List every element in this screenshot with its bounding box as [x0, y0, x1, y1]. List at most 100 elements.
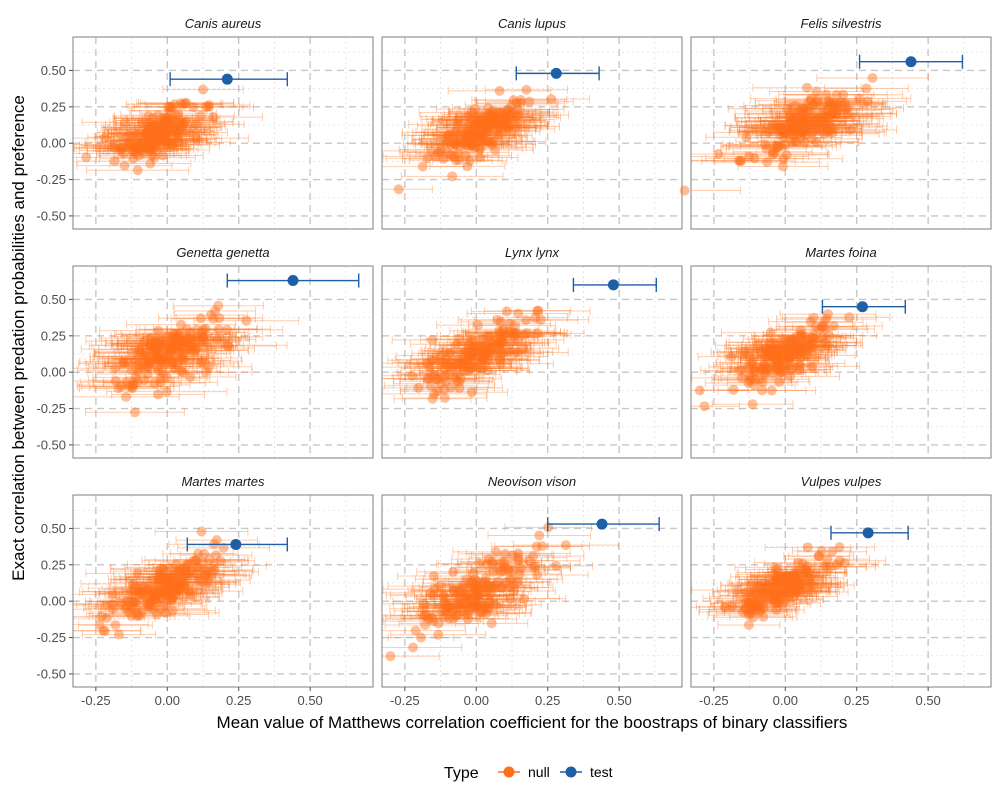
null-point — [458, 365, 469, 376]
null-point — [146, 125, 157, 136]
null-point — [477, 354, 488, 365]
null-point — [853, 93, 864, 104]
null-point — [469, 125, 480, 136]
null-point — [187, 345, 198, 356]
null-point — [766, 346, 777, 357]
null-point — [760, 364, 771, 375]
null-point — [521, 328, 532, 339]
null-point — [793, 341, 804, 352]
null-point — [143, 111, 154, 122]
null-point — [135, 348, 146, 359]
null-point — [129, 407, 140, 418]
null-point — [796, 123, 807, 134]
null-point — [155, 338, 166, 349]
null-point — [427, 355, 438, 366]
null-point — [138, 352, 149, 363]
null-point — [805, 340, 816, 351]
null-point — [789, 112, 800, 123]
null-point — [491, 340, 502, 351]
null-point — [159, 353, 170, 364]
null-point — [511, 347, 522, 358]
null-point — [787, 137, 798, 148]
null-point — [167, 356, 178, 367]
null-point — [472, 119, 483, 130]
null-point — [443, 130, 454, 141]
null-point — [810, 321, 821, 332]
null-point — [713, 149, 724, 160]
null-point — [794, 126, 805, 137]
null-point — [188, 102, 199, 113]
null-point — [132, 143, 143, 154]
null-point — [463, 120, 474, 131]
null-point — [185, 371, 196, 382]
null-point — [393, 184, 404, 195]
null-point — [795, 325, 806, 336]
null-point — [802, 120, 813, 131]
null-point — [809, 333, 820, 344]
null-point — [118, 358, 129, 369]
panel-title: Lynx lynx — [505, 245, 559, 260]
null-point — [176, 353, 187, 364]
null-point — [770, 354, 781, 365]
null-point — [148, 135, 159, 146]
null-point — [438, 357, 449, 368]
null-point — [141, 128, 152, 139]
null-point — [799, 123, 810, 134]
null-point — [155, 354, 166, 365]
null-point — [196, 526, 207, 537]
null-point — [187, 340, 198, 351]
null-point — [171, 341, 182, 352]
null-point — [195, 313, 206, 324]
null-point — [464, 132, 475, 143]
null-point — [130, 146, 141, 157]
null-point — [133, 346, 144, 357]
null-point — [744, 370, 755, 381]
null-point — [762, 352, 773, 363]
null-point — [463, 124, 474, 135]
null-point — [148, 144, 159, 155]
null-point — [121, 132, 132, 143]
null-point — [161, 590, 172, 601]
null-point — [510, 327, 521, 338]
panel-title: Felis silvestris — [801, 16, 882, 31]
null-point — [789, 126, 800, 137]
null-point — [442, 130, 453, 141]
null-point — [241, 315, 252, 326]
null-point — [483, 103, 494, 114]
panel-genetta-genetta: Genetta genetta — [72, 245, 374, 459]
null-point — [518, 343, 529, 354]
null-point — [463, 352, 474, 363]
null-point — [796, 342, 807, 353]
null-point — [797, 119, 808, 130]
null-point — [504, 327, 515, 338]
null-point — [155, 377, 166, 388]
null-point — [483, 136, 494, 147]
null-point — [139, 139, 150, 150]
null-point — [142, 130, 153, 141]
null-point — [776, 344, 787, 355]
null-point — [170, 333, 181, 344]
null-point — [426, 145, 437, 156]
null-point — [166, 354, 177, 365]
null-point — [144, 144, 155, 155]
null-point — [99, 133, 110, 144]
null-point — [147, 150, 158, 161]
null-point — [117, 356, 128, 367]
null-point — [808, 312, 819, 323]
null-point — [794, 346, 805, 357]
null-point — [472, 363, 483, 374]
null-point — [788, 130, 799, 141]
null-point — [771, 121, 782, 132]
null-point — [769, 351, 780, 362]
null-point — [492, 112, 503, 123]
null-point — [471, 129, 482, 140]
null-point — [146, 128, 157, 139]
null-point — [142, 134, 153, 145]
null-point — [142, 361, 153, 372]
null-point — [824, 97, 835, 108]
null-point — [478, 135, 489, 146]
null-point — [494, 330, 505, 341]
null-point — [459, 139, 470, 150]
null-point — [768, 141, 779, 152]
null-point — [456, 137, 467, 148]
